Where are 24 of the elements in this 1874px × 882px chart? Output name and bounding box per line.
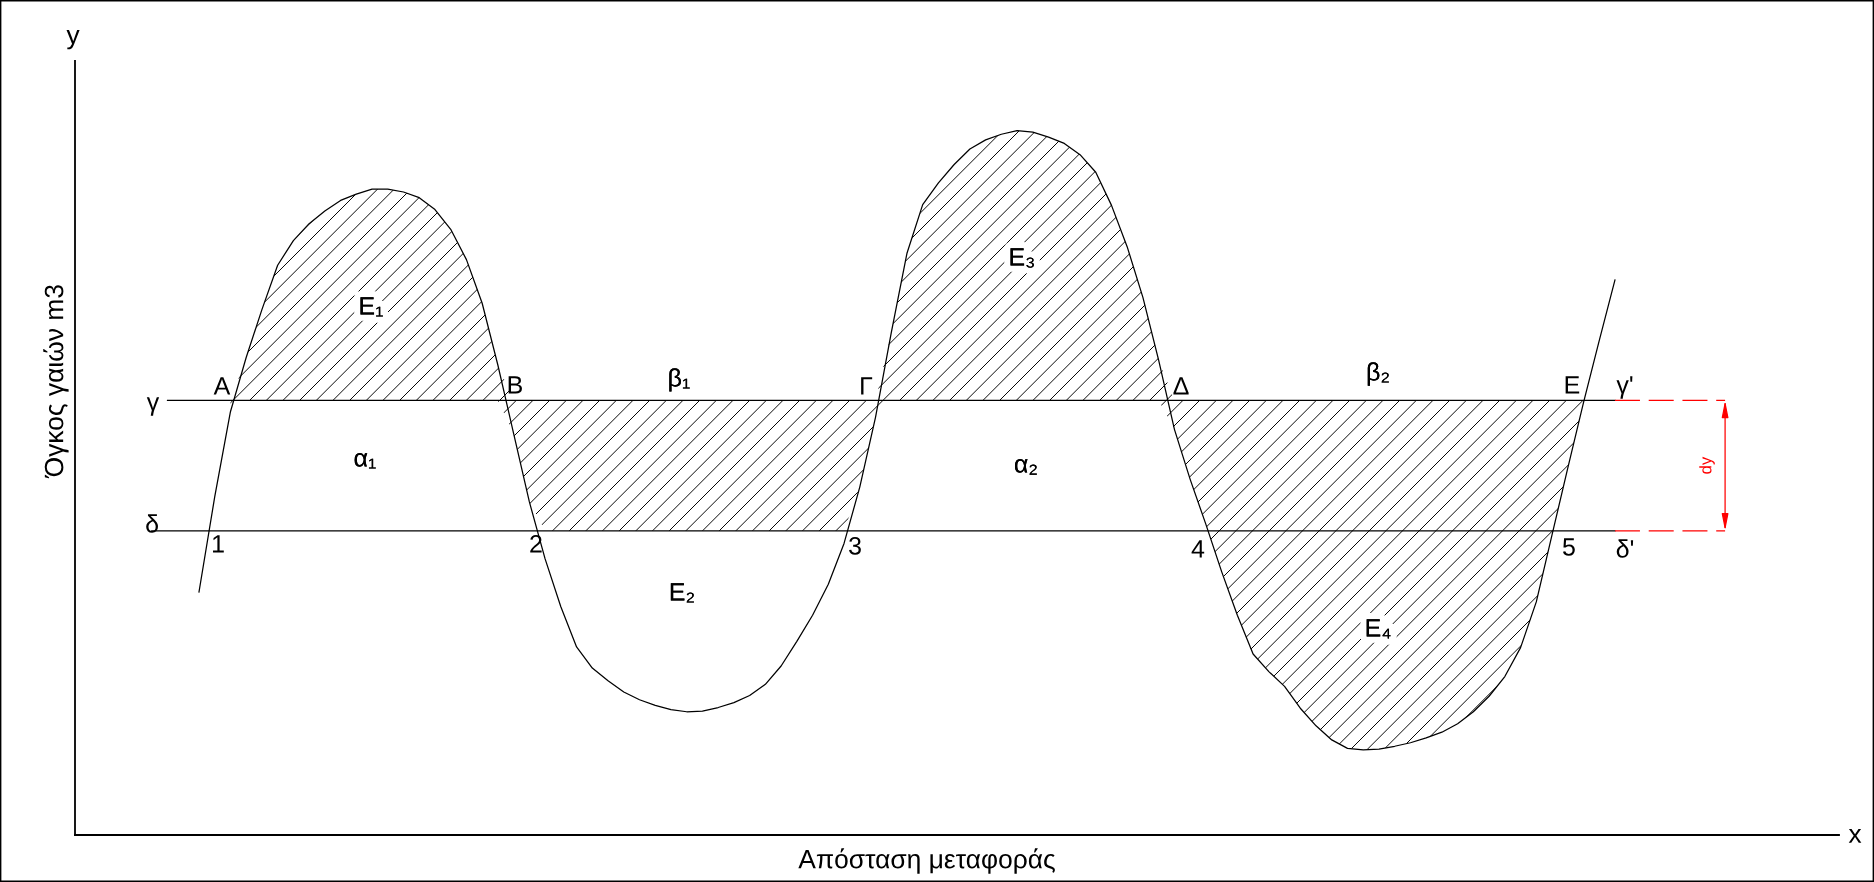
x-axis-title: Απόσταση μεταφοράς — [798, 848, 1055, 874]
annotation: Γ — [861, 377, 873, 395]
annotation: α₁ — [354, 453, 376, 469]
annotation: β₁ — [669, 368, 690, 392]
annotation: E — [1565, 376, 1580, 394]
text: x — [1848, 828, 1862, 843]
annotation: 1 — [213, 535, 224, 553]
annotation: 5 — [1562, 538, 1575, 556]
y-axis-title: Όγκος γαιών m3 — [43, 285, 69, 479]
annotation: dy — [1699, 456, 1715, 474]
annotation: 2 — [530, 535, 542, 553]
annotation: α₂ — [1014, 459, 1037, 475]
annotation: γ — [146, 397, 160, 416]
annotation: δ' — [1616, 539, 1634, 558]
text: y — [66, 29, 80, 50]
annotation: δ — [146, 514, 158, 533]
annotation: 3 — [849, 537, 861, 555]
annotation: 4 — [1191, 540, 1205, 558]
annotation: Δ — [1173, 377, 1189, 395]
annotation: γ' — [1616, 376, 1633, 399]
annotation: B — [508, 376, 522, 394]
annotation: E₂ — [670, 583, 694, 603]
annotation: β₂ — [1367, 362, 1389, 386]
annotation: A — [213, 377, 231, 395]
